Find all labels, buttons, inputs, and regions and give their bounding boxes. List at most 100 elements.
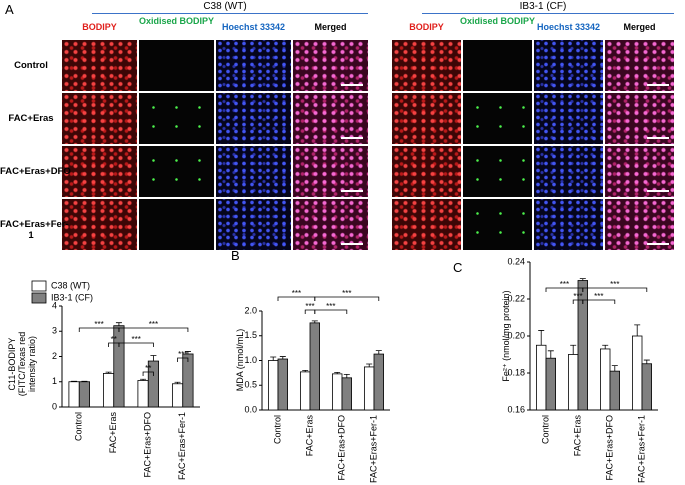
group-title: C38 (WT): [203, 1, 247, 12]
bar: [299, 371, 311, 411]
micrograph: [534, 199, 603, 250]
scale-bar: [647, 190, 669, 192]
micrograph: [605, 199, 674, 250]
micrograph: [392, 40, 461, 91]
scale-bar: [647, 243, 669, 245]
error-bar: [547, 350, 554, 359]
micrograph: [534, 93, 603, 144]
significance-label: ***: [149, 320, 158, 329]
bar: [545, 357, 557, 411]
micrograph: [605, 40, 674, 91]
significance-bracket: [582, 299, 616, 304]
x-tick-label: FAC+Eras+DFO: [336, 415, 346, 481]
y-tick-label: 2.0: [244, 305, 257, 315]
y-tick-label: 2: [52, 351, 57, 361]
bar: [341, 377, 353, 411]
error-bar: [81, 380, 88, 382]
bar: [171, 383, 184, 408]
y-tick-label: 0.24: [507, 256, 525, 266]
bar: [536, 344, 547, 411]
scale-bar: [647, 84, 669, 86]
bar: [137, 380, 149, 408]
group-title: IB3-1 (CF): [519, 1, 567, 12]
error-bar: [634, 324, 641, 336]
error-bar: [343, 373, 350, 378]
error-bar: [279, 356, 286, 360]
significance-label: ***: [94, 320, 103, 329]
micrograph: [216, 40, 291, 91]
bar: [568, 354, 579, 411]
significance-bracket: [314, 309, 348, 314]
error-bar: [334, 371, 341, 374]
bar: [363, 366, 375, 411]
micrograph: [293, 93, 368, 144]
legend-swatch: [31, 280, 47, 292]
y-tick-label: 0.22: [507, 293, 525, 303]
panel-label: B: [231, 248, 240, 263]
y-tick-label: 0.5: [244, 380, 257, 390]
significance-label: ***: [178, 350, 187, 359]
row-label: Control: [14, 60, 48, 71]
significance-bracket: [582, 287, 648, 292]
significance-label: ***: [573, 292, 582, 301]
micrograph: [139, 93, 214, 144]
error-bar: [602, 344, 609, 349]
channel-label: Oxidised BODIPY: [459, 16, 536, 26]
y-tick-label: 0.16: [507, 404, 525, 414]
micrograph: [605, 146, 674, 197]
x-tick-label: FAC+Eras: [108, 412, 118, 454]
y-tick-label: 0: [52, 401, 57, 411]
y-tick-label: 0.20: [507, 330, 525, 340]
error-bar: [611, 365, 618, 372]
x-tick-label: FAC+Eras+Fer-1: [636, 415, 646, 483]
micrograph: [463, 146, 532, 197]
row-label: FAC+Eras: [8, 113, 54, 124]
y-tick-label: 0.0: [244, 404, 257, 414]
scale-bar: [341, 243, 363, 245]
error-bar: [174, 381, 181, 384]
error-bar: [579, 278, 586, 281]
y-tick-label: 0.18: [507, 367, 525, 377]
x-tick-label: FAC+Eras: [304, 415, 314, 457]
micrograph: [392, 199, 461, 250]
bar: [331, 373, 343, 411]
significance-label: ***: [560, 280, 569, 289]
legend-swatch: [31, 292, 47, 304]
error-bar: [150, 355, 157, 362]
channel-label: BODIPY: [82, 22, 117, 32]
y-tick-label: 1.0: [244, 355, 257, 365]
micrograph: [62, 40, 137, 91]
significance-label: **: [145, 364, 151, 373]
error-bar: [302, 370, 309, 372]
bar: [267, 360, 279, 411]
bar: [632, 335, 643, 411]
error-bar: [140, 378, 147, 381]
channel-label: Merged: [314, 22, 347, 32]
legend-label: IB3-1 (CF): [51, 292, 93, 302]
y-tick-label: 4: [52, 300, 57, 310]
y-tick-label: 1: [52, 376, 57, 386]
significance-label: ***: [342, 289, 351, 298]
micrograph: [392, 93, 461, 144]
y-axis-label: C11-BODIPY (FITC/Texas red intensity rat…: [7, 331, 37, 397]
error-bar: [184, 351, 191, 354]
micrograph: [216, 146, 291, 197]
row-label: FAC+Eras+Fer-1: [0, 219, 69, 241]
y-axis-label: MDA (nmol/mL): [235, 328, 245, 392]
significance-label: ***: [305, 302, 314, 311]
significance-label: ***: [326, 302, 335, 311]
bar: [609, 370, 621, 411]
micrograph: [139, 146, 214, 197]
channel-label: Hoechst 33342: [536, 22, 601, 32]
significance-label: ***: [292, 289, 301, 298]
x-tick-label: Control: [74, 412, 84, 441]
micrograph: [62, 199, 137, 250]
error-bar: [538, 330, 545, 346]
significance-label: ***: [132, 335, 141, 344]
micrograph: [534, 146, 603, 197]
micrograph: [605, 93, 674, 144]
significance-bracket: [314, 296, 380, 301]
error-bar: [105, 371, 112, 374]
row-label: FAC+Eras+DFO: [0, 166, 71, 177]
